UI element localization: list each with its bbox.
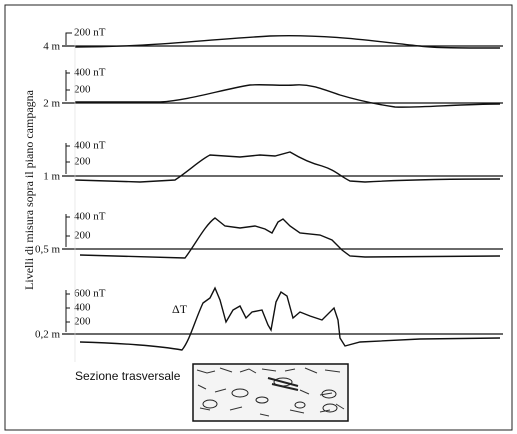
scale-bar [65, 290, 70, 332]
profile-curve [74, 35, 501, 49]
level-label: 0,5 m [35, 244, 61, 256]
profile-curve [74, 151, 501, 183]
panel: 0,5 m 400 nT 200 [35, 211, 503, 259]
scale-bar [65, 214, 70, 247]
frame [4, 4, 513, 431]
scale-bar [65, 70, 70, 101]
panel: 0,2 m 600 nT 400 200 ΔT [35, 286, 503, 351]
y-axis-label: Livelli di misura sopra il piano campagn… [22, 89, 36, 290]
scale-label: 600 nT [74, 288, 106, 300]
scale-label: 200 [74, 84, 91, 96]
scale-bar [65, 143, 70, 174]
level-label: 0,2 m [35, 329, 61, 341]
profile-curve [75, 84, 501, 108]
annotation: ΔT [172, 302, 188, 316]
scale-label: 200 nT [74, 27, 106, 39]
panel: 1 m 400 nT 200 [43, 140, 503, 183]
scale-label: 400 [74, 302, 91, 314]
scale-label: 400 nT [74, 67, 106, 79]
cross-section [192, 363, 349, 422]
scale-label: 200 [74, 230, 91, 242]
scale-bar [65, 32, 72, 45]
profile-curve [79, 286, 501, 351]
scale-label: 200 [74, 156, 91, 168]
level-label: 2 m [43, 98, 60, 110]
profile-curve [79, 217, 501, 259]
scale-label: 400 nT [74, 211, 106, 223]
level-label: 4 m [43, 41, 60, 53]
level-label: 1 m [43, 171, 60, 183]
section-label: Sezione trasversale [75, 369, 181, 383]
scale-label: 200 [74, 316, 91, 328]
scale-label: 400 nT [74, 140, 106, 152]
panel: 4 m 200 nT [43, 27, 503, 53]
panel: 2 m 400 nT 200 [43, 67, 503, 110]
